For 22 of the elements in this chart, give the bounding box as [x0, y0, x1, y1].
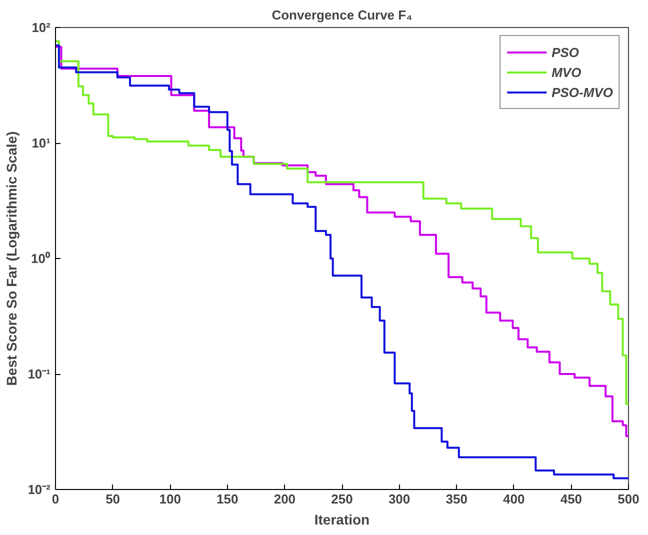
x-tick-label: 300 [388, 492, 410, 506]
y-tick-label: 10¹ [32, 136, 51, 150]
x-tick-label: 450 [560, 492, 582, 506]
x-tick-label: 150 [216, 492, 238, 506]
y-tick-label: 10⁻² [28, 482, 52, 497]
y-tick-label: 10⁰ [31, 251, 51, 266]
legend-label: PSO [552, 44, 580, 60]
x-tick-label: 400 [503, 492, 525, 506]
x-tick-label: 500 [618, 492, 640, 506]
y-tick-label: 10² [32, 20, 52, 35]
x-tick-label: 200 [274, 492, 296, 506]
legend-label: MVO [552, 64, 582, 80]
x-tick-label: 0 [52, 492, 60, 506]
y-axis-title: Best Score So Far (Logarithmic Scale) [4, 131, 20, 386]
x-tick-label: 350 [446, 492, 468, 506]
chart-title: Convergence Curve F₄ [272, 8, 412, 22]
x-tick-label: 50 [106, 492, 120, 506]
y-tick-label: 10⁻¹ [28, 366, 51, 382]
x-axis-title: Iteration [314, 512, 370, 528]
x-tick-label: 100 [159, 492, 181, 506]
legend-label: PSO-MVO [552, 84, 613, 100]
x-tick-label: 250 [331, 492, 353, 506]
